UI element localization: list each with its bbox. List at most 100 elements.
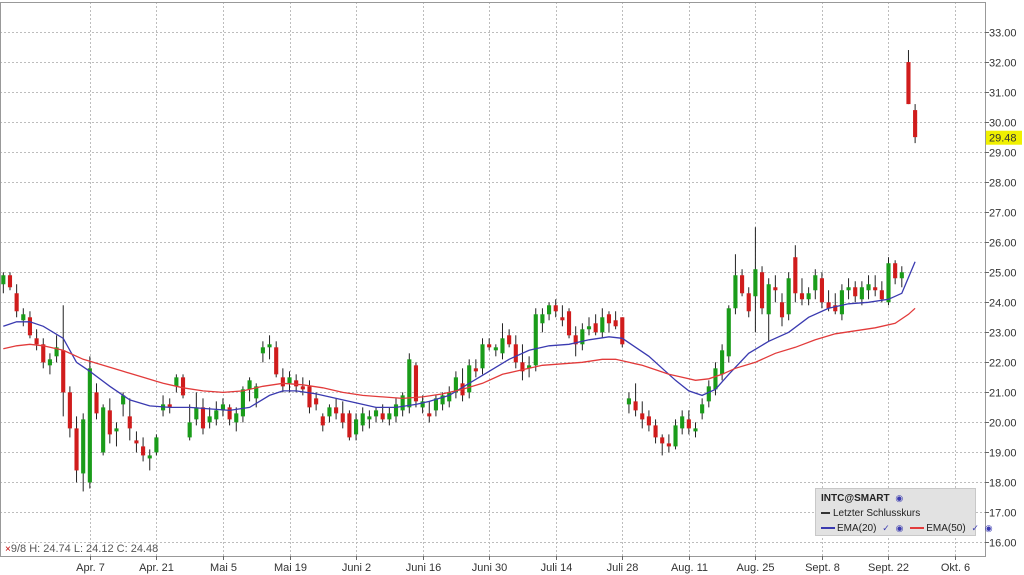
candle: [606, 311, 612, 333]
candle: [327, 404, 332, 423]
candle: [387, 407, 392, 426]
candle: [799, 278, 805, 306]
candle-body: [347, 413, 352, 438]
candle-body: [713, 368, 718, 390]
candle: [753, 227, 758, 333]
x-tick-label: Juni 2: [342, 562, 371, 574]
ema20-settings-icon[interactable]: ◉: [895, 523, 904, 533]
candle: [653, 419, 658, 444]
info-text: 9/8 H: 24.74 L: 24.12 C: 24.48: [10, 543, 159, 555]
candle: [733, 254, 738, 315]
candle: [773, 275, 778, 303]
candle-body: [533, 314, 538, 366]
candle-body: [839, 290, 844, 315]
candle-body: [740, 275, 745, 294]
candle: [200, 398, 206, 435]
candle: [859, 281, 864, 306]
candle-body: [367, 416, 372, 420]
candle-body: [646, 416, 651, 426]
candle-body: [234, 413, 239, 423]
candle-body: [340, 413, 345, 423]
candle: [114, 422, 119, 447]
candle: [573, 326, 578, 357]
legend-ema20-label: EMA(20): [837, 523, 877, 534]
candle: [793, 245, 798, 303]
candle: [234, 407, 239, 432]
candle: [207, 407, 212, 429]
candle-body: [833, 305, 838, 312]
candle: [706, 380, 711, 408]
candle: [134, 431, 139, 453]
candle-body: [254, 386, 259, 399]
candle-body: [906, 62, 911, 105]
y-tick-label: 30.00: [989, 118, 1017, 130]
ema20-check-icon[interactable]: ✓: [882, 523, 890, 533]
candle-body: [7, 275, 13, 288]
ema50-settings-icon[interactable]: ◉: [984, 523, 993, 533]
candle: [806, 287, 811, 306]
candle: [680, 410, 685, 435]
y-tick-label: 21.00: [989, 388, 1017, 400]
candle: [214, 401, 219, 426]
candle: [267, 335, 272, 360]
candle-body: [267, 344, 272, 348]
candle-body: [393, 404, 399, 417]
candle-body: [373, 410, 379, 417]
info-marker: ×: [5, 544, 11, 555]
candle-body: [819, 278, 825, 303]
ema50-line: [3, 307, 916, 400]
candle: [913, 104, 918, 144]
candle: [846, 278, 851, 300]
candle: [94, 383, 99, 420]
candle: [480, 338, 485, 375]
candle-body: [886, 263, 891, 303]
candle: [127, 398, 132, 441]
candle: [354, 413, 359, 441]
candle: [21, 308, 26, 327]
candle-body: [247, 380, 252, 390]
dashed-line-icon: [821, 512, 830, 515]
candle-body: [407, 359, 412, 408]
candle-body: [220, 404, 226, 411]
candle: [14, 284, 19, 318]
candle: [87, 356, 92, 489]
candle-body: [746, 293, 751, 312]
candle-body: [706, 386, 711, 402]
candle: [7, 272, 13, 291]
y-tick-label: 17.00: [989, 508, 1017, 520]
candle: [220, 398, 226, 417]
legend[interactable]: INTC@SMART ◉ Letzter Schlusskurs EMA(20)…: [815, 488, 993, 536]
candle-body: [799, 293, 805, 300]
candle-body: [660, 437, 665, 444]
candle: [786, 272, 791, 321]
candle: [813, 269, 818, 300]
candle: [819, 272, 825, 309]
ema50-check-icon[interactable]: ✓: [971, 523, 979, 533]
legend-last-close-row: Letzter Schlusskurs: [821, 506, 970, 521]
candle: [167, 398, 172, 414]
y-tick-label: 23.00: [989, 328, 1017, 340]
settings-icon[interactable]: ◉: [895, 493, 904, 503]
candle: [174, 374, 179, 393]
candle: [347, 410, 352, 441]
candle-body: [500, 338, 505, 354]
candle: [121, 392, 126, 417]
candle-body: [899, 272, 904, 279]
candle-body: [467, 365, 472, 393]
candle-body: [693, 428, 698, 432]
candle: [527, 356, 532, 378]
candle-body: [600, 317, 605, 333]
ema20-swatch-icon: [821, 527, 835, 530]
legend-ema-row: EMA(20) ✓ ◉ EMA(50) ✓ ◉: [821, 521, 993, 536]
candle-body: [547, 305, 552, 315]
candle: [280, 368, 285, 393]
candle-body: [613, 320, 618, 327]
candle-body: [520, 362, 525, 372]
y-tick-label: 33.00: [989, 28, 1017, 40]
y-tick-label: 24.00: [989, 298, 1017, 310]
candle-body: [154, 437, 159, 453]
candle-body: [853, 287, 858, 297]
candle: [420, 395, 425, 414]
ema20-line: [3, 261, 916, 412]
